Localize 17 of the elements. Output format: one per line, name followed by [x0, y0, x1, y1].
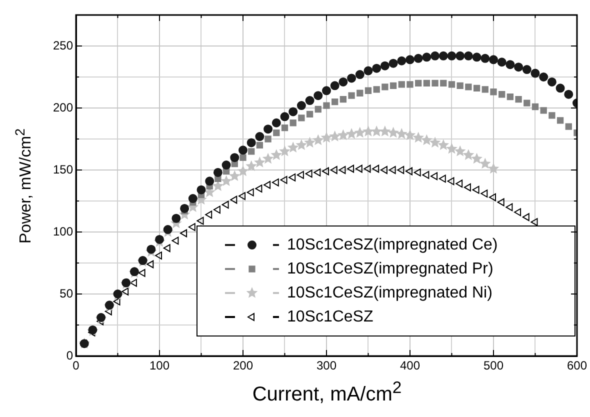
- y-tick-label: 200: [52, 100, 74, 114]
- y-tick-label: 50: [60, 286, 74, 300]
- x-tick-label: 500: [483, 358, 504, 373]
- y-tick-label: 0: [66, 348, 74, 362]
- y-tick-label: 150: [52, 162, 74, 176]
- y-tick-label: 100: [52, 224, 74, 238]
- legend-label: 10Sc1CeSZ(impregnated Pr): [286, 260, 494, 278]
- legend-label: 10Sc1CeSZ: [286, 308, 374, 326]
- x-tick-label: 400: [400, 358, 420, 373]
- x-tick-label: 200: [232, 358, 254, 373]
- x-tick-label: 100: [149, 358, 170, 373]
- x-axis-title: Current, mA/cm$^{2}$: [251, 378, 403, 407]
- y-tick-label: 250: [52, 38, 74, 52]
- x-tick-label: 600: [566, 358, 588, 373]
- x-tick-label: 300: [316, 358, 337, 373]
- legend-label: 10Sc1CeSZ(impregnated Ni): [286, 284, 492, 302]
- legend-label: 10Sc1CeSZ(impregnated Ce): [286, 236, 498, 254]
